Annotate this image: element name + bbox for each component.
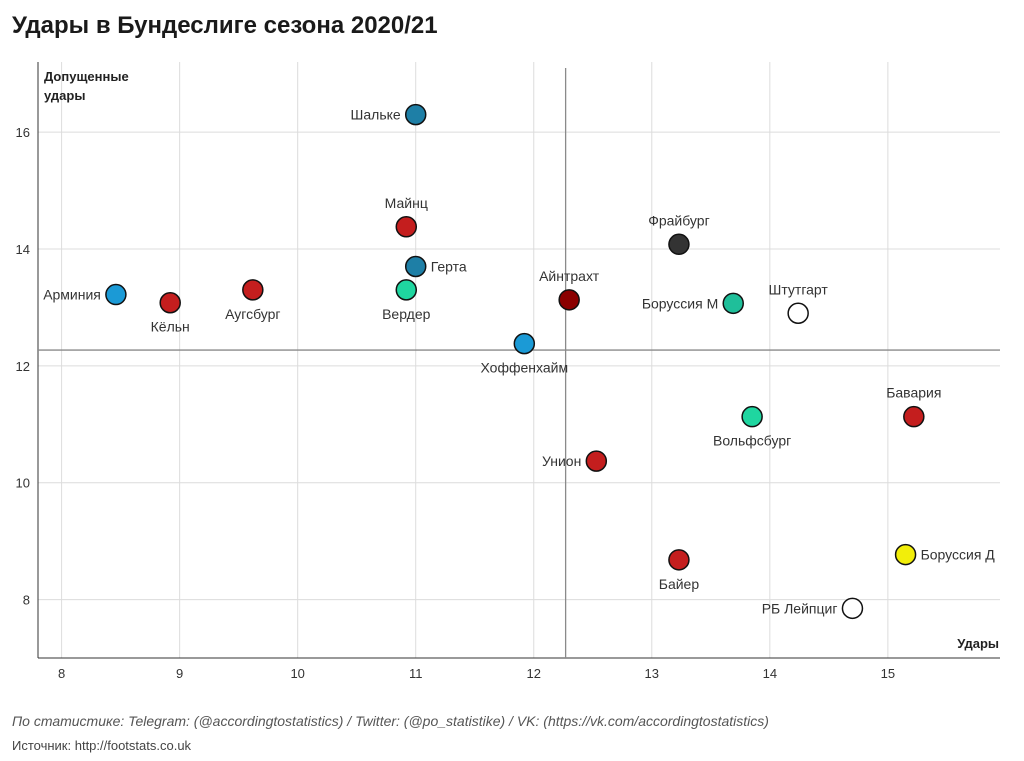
x-axis-title: Удары — [957, 636, 999, 651]
y-axis-title: Допущенные — [44, 69, 129, 84]
data-point — [741, 405, 763, 428]
data-point — [787, 302, 809, 325]
x-tick-label: 13 — [645, 666, 659, 681]
axes: 8 9 10 11 12 13 14 15 8 10 12 14 16 — [16, 62, 1000, 681]
data-point — [513, 332, 536, 355]
data-point — [404, 103, 427, 126]
data-label: Майнц — [385, 195, 428, 211]
data-point — [585, 450, 608, 472]
y-tick-label: 16 — [16, 125, 30, 140]
x-tick-label: 9 — [176, 666, 183, 681]
data-label: Боруссия М — [642, 295, 718, 311]
data-label: Боруссия Д — [921, 547, 996, 563]
scatter-chart: 8 9 10 11 12 13 14 15 8 10 12 14 16 Шальке Майнц Герта… — [16, 62, 1000, 681]
y-tick-label: 14 — [16, 242, 30, 257]
y-tick-label: 8 — [23, 593, 30, 608]
y-tick-label: 10 — [16, 476, 30, 491]
x-tick-label: 11 — [409, 666, 423, 681]
data-label: Бавария — [886, 385, 941, 401]
data-point — [242, 279, 264, 301]
data-points — [105, 103, 925, 620]
data-point — [159, 291, 181, 314]
x-tick-label: 12 — [527, 666, 541, 681]
data-point — [668, 233, 690, 256]
data-point — [722, 292, 744, 315]
data-point — [841, 597, 864, 620]
x-tick-label: 8 — [58, 666, 65, 681]
data-label: Айнтрахт — [539, 268, 600, 284]
x-tick-label: 15 — [881, 666, 895, 681]
data-labels: Шальке Майнц Герта Вердер Арминия Кёльн Аугсбу… — [43, 107, 995, 617]
data-label: Вольфсбург — [713, 433, 791, 449]
x-tick-label: 10 — [290, 666, 304, 681]
data-label: Герта — [431, 259, 467, 275]
data-label: Вердер — [382, 306, 431, 322]
data-point — [903, 405, 925, 428]
data-point — [894, 543, 917, 566]
data-label: Аугсбург — [225, 306, 280, 322]
y-axis-title: удары — [44, 88, 85, 103]
data-point — [395, 279, 418, 301]
data-label: Штутгарт — [769, 281, 829, 297]
x-tick-label: 14 — [763, 666, 777, 681]
chart-title: Удары в Бундеслиге сезона 2020/21 — [12, 12, 438, 39]
data-label: Унион — [542, 453, 581, 469]
data-point — [395, 216, 418, 238]
y-tick-label: 12 — [16, 359, 30, 374]
data-label: Арминия — [43, 287, 101, 303]
data-point — [404, 255, 427, 278]
footer-source: Источник: http://footstats.co.uk — [12, 738, 192, 753]
grid-lines — [38, 62, 1000, 658]
data-label: Шальке — [351, 107, 401, 123]
data-label: Байер — [659, 576, 700, 592]
data-label: РБ Лейпциг — [762, 600, 838, 616]
data-label: Хоффенхайм — [481, 360, 569, 376]
data-point — [558, 289, 580, 311]
data-label: Фрайбург — [648, 212, 709, 228]
data-label: Кёльн — [151, 319, 190, 335]
data-point — [105, 283, 127, 306]
data-point — [668, 549, 690, 571]
footer-credit: По статистике: Telegram: (@accordingtost… — [12, 713, 769, 729]
